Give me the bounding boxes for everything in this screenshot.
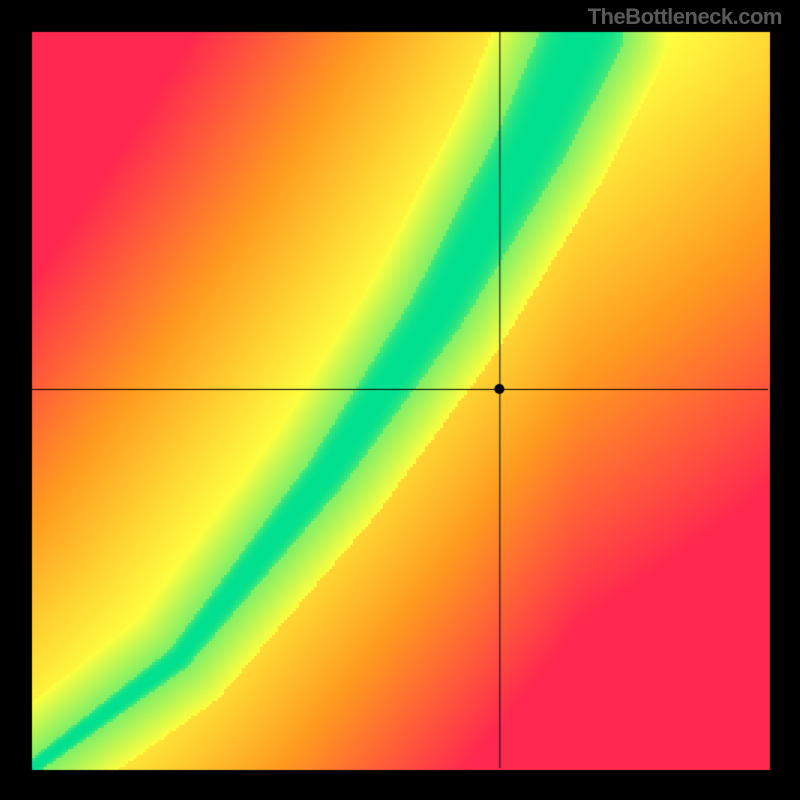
chart-container: TheBottleneck.com [0,0,800,800]
watermark-text: TheBottleneck.com [588,4,782,30]
bottleneck-heatmap [0,0,800,800]
